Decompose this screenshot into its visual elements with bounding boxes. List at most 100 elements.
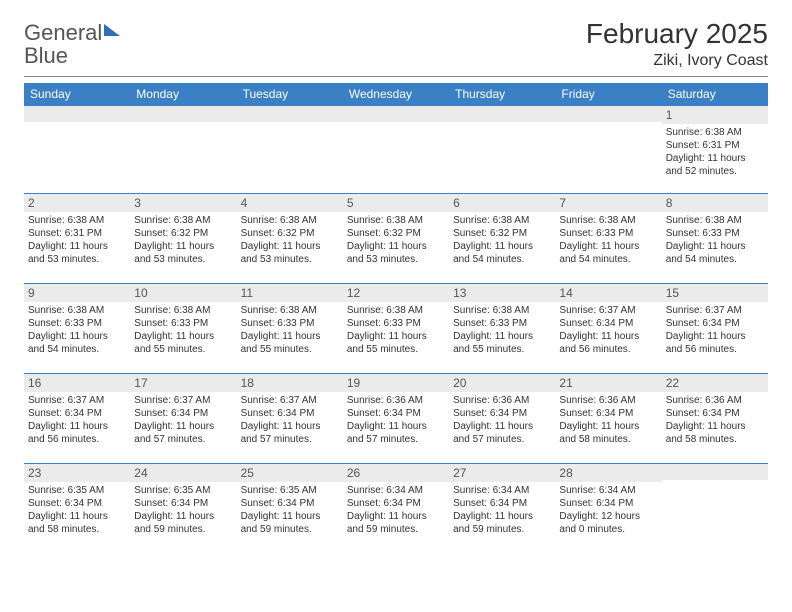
day-number: 24 [130, 464, 236, 482]
sunset-text: Sunset: 6:34 PM [134, 497, 232, 510]
daylight-text: Daylight: 11 hours and 59 minutes. [134, 510, 232, 536]
header: General Blue February 2025 Ziki, Ivory C… [24, 18, 768, 70]
sunrise-text: Sunrise: 6:37 AM [559, 304, 657, 317]
day-number: 12 [343, 284, 449, 302]
day-number [237, 106, 343, 122]
day-cell: 5Sunrise: 6:38 AMSunset: 6:32 PMDaylight… [343, 194, 449, 284]
day-details: Sunrise: 6:35 AMSunset: 6:34 PMDaylight:… [237, 482, 343, 540]
day-cell [555, 106, 661, 194]
daylight-text: Daylight: 11 hours and 54 minutes. [666, 240, 764, 266]
sunset-text: Sunset: 6:34 PM [559, 497, 657, 510]
day-cell: 6Sunrise: 6:38 AMSunset: 6:32 PMDaylight… [449, 194, 555, 284]
daylight-text: Daylight: 11 hours and 55 minutes. [453, 330, 551, 356]
day-cell: 18Sunrise: 6:37 AMSunset: 6:34 PMDayligh… [237, 374, 343, 464]
sunrise-text: Sunrise: 6:37 AM [666, 304, 764, 317]
day-cell: 3Sunrise: 6:38 AMSunset: 6:32 PMDaylight… [130, 194, 236, 284]
day-cell: 4Sunrise: 6:38 AMSunset: 6:32 PMDaylight… [237, 194, 343, 284]
logo: General Blue [24, 18, 120, 68]
day-cell: 27Sunrise: 6:34 AMSunset: 6:34 PMDayligh… [449, 464, 555, 554]
day-cell: 19Sunrise: 6:36 AMSunset: 6:34 PMDayligh… [343, 374, 449, 464]
weekday-header: Monday [130, 83, 236, 106]
day-number: 3 [130, 194, 236, 212]
month-title: February 2025 [586, 18, 768, 50]
day-cell: 10Sunrise: 6:38 AMSunset: 6:33 PMDayligh… [130, 284, 236, 374]
weekday-header: Thursday [449, 83, 555, 106]
sunrise-text: Sunrise: 6:38 AM [559, 214, 657, 227]
day-details: Sunrise: 6:34 AMSunset: 6:34 PMDaylight:… [555, 482, 661, 540]
sunset-text: Sunset: 6:34 PM [666, 317, 764, 330]
day-cell: 8Sunrise: 6:38 AMSunset: 6:33 PMDaylight… [662, 194, 768, 284]
day-cell: 17Sunrise: 6:37 AMSunset: 6:34 PMDayligh… [130, 374, 236, 464]
day-details: Sunrise: 6:38 AMSunset: 6:33 PMDaylight:… [449, 302, 555, 360]
daylight-text: Daylight: 11 hours and 54 minutes. [28, 330, 126, 356]
day-details: Sunrise: 6:38 AMSunset: 6:32 PMDaylight:… [237, 212, 343, 270]
day-number: 21 [555, 374, 661, 392]
day-cell [130, 106, 236, 194]
day-number: 22 [662, 374, 768, 392]
day-cell: 13Sunrise: 6:38 AMSunset: 6:33 PMDayligh… [449, 284, 555, 374]
weekday-header: Wednesday [343, 83, 449, 106]
sunset-text: Sunset: 6:34 PM [453, 407, 551, 420]
day-number: 16 [24, 374, 130, 392]
sunrise-text: Sunrise: 6:35 AM [241, 484, 339, 497]
sunset-text: Sunset: 6:34 PM [134, 407, 232, 420]
day-cell: 11Sunrise: 6:38 AMSunset: 6:33 PMDayligh… [237, 284, 343, 374]
daylight-text: Daylight: 11 hours and 56 minutes. [666, 330, 764, 356]
calendar-body: 1Sunrise: 6:38 AMSunset: 6:31 PMDaylight… [24, 106, 768, 554]
sunset-text: Sunset: 6:33 PM [241, 317, 339, 330]
day-cell: 26Sunrise: 6:34 AMSunset: 6:34 PMDayligh… [343, 464, 449, 554]
day-number: 4 [237, 194, 343, 212]
day-number: 19 [343, 374, 449, 392]
day-details: Sunrise: 6:34 AMSunset: 6:34 PMDaylight:… [449, 482, 555, 540]
week-row: 9Sunrise: 6:38 AMSunset: 6:33 PMDaylight… [24, 284, 768, 374]
daylight-text: Daylight: 11 hours and 55 minutes. [241, 330, 339, 356]
sunrise-text: Sunrise: 6:35 AM [134, 484, 232, 497]
day-details: Sunrise: 6:37 AMSunset: 6:34 PMDaylight:… [24, 392, 130, 450]
sunrise-text: Sunrise: 6:38 AM [134, 304, 232, 317]
day-details: Sunrise: 6:38 AMSunset: 6:32 PMDaylight:… [130, 212, 236, 270]
title-block: February 2025 Ziki, Ivory Coast [586, 18, 768, 70]
day-details: Sunrise: 6:37 AMSunset: 6:34 PMDaylight:… [130, 392, 236, 450]
week-row: 16Sunrise: 6:37 AMSunset: 6:34 PMDayligh… [24, 374, 768, 464]
sunset-text: Sunset: 6:32 PM [347, 227, 445, 240]
day-cell: 21Sunrise: 6:36 AMSunset: 6:34 PMDayligh… [555, 374, 661, 464]
day-details: Sunrise: 6:38 AMSunset: 6:33 PMDaylight:… [662, 212, 768, 270]
daylight-text: Daylight: 11 hours and 57 minutes. [241, 420, 339, 446]
day-cell: 12Sunrise: 6:38 AMSunset: 6:33 PMDayligh… [343, 284, 449, 374]
daylight-text: Daylight: 11 hours and 57 minutes. [347, 420, 445, 446]
day-details: Sunrise: 6:38 AMSunset: 6:31 PMDaylight:… [24, 212, 130, 270]
day-cell: 28Sunrise: 6:34 AMSunset: 6:34 PMDayligh… [555, 464, 661, 554]
day-details: Sunrise: 6:38 AMSunset: 6:31 PMDaylight:… [662, 124, 768, 182]
sunrise-text: Sunrise: 6:34 AM [453, 484, 551, 497]
day-cell: 1Sunrise: 6:38 AMSunset: 6:31 PMDaylight… [662, 106, 768, 194]
sunset-text: Sunset: 6:34 PM [666, 407, 764, 420]
sunrise-text: Sunrise: 6:38 AM [134, 214, 232, 227]
sunset-text: Sunset: 6:34 PM [28, 497, 126, 510]
daylight-text: Daylight: 12 hours and 0 minutes. [559, 510, 657, 536]
day-details: Sunrise: 6:37 AMSunset: 6:34 PMDaylight:… [237, 392, 343, 450]
day-number: 8 [662, 194, 768, 212]
weekday-header: Tuesday [237, 83, 343, 106]
daylight-text: Daylight: 11 hours and 53 minutes. [28, 240, 126, 266]
day-cell: 16Sunrise: 6:37 AMSunset: 6:34 PMDayligh… [24, 374, 130, 464]
location: Ziki, Ivory Coast [586, 52, 768, 70]
day-number: 26 [343, 464, 449, 482]
day-number: 18 [237, 374, 343, 392]
day-cell [237, 106, 343, 194]
weekday-header-row: Sunday Monday Tuesday Wednesday Thursday… [24, 83, 768, 106]
sunrise-text: Sunrise: 6:38 AM [347, 214, 445, 227]
day-number: 28 [555, 464, 661, 482]
sunset-text: Sunset: 6:32 PM [453, 227, 551, 240]
day-number [449, 106, 555, 122]
sunset-text: Sunset: 6:33 PM [666, 227, 764, 240]
sunrise-text: Sunrise: 6:38 AM [453, 304, 551, 317]
logo-word-1: General [24, 20, 102, 45]
day-number: 7 [555, 194, 661, 212]
sunrise-text: Sunrise: 6:36 AM [347, 394, 445, 407]
sunrise-text: Sunrise: 6:38 AM [28, 304, 126, 317]
logo-word-2: Blue [24, 43, 68, 68]
daylight-text: Daylight: 11 hours and 59 minutes. [241, 510, 339, 536]
day-number: 23 [24, 464, 130, 482]
day-cell [24, 106, 130, 194]
daylight-text: Daylight: 11 hours and 53 minutes. [241, 240, 339, 266]
